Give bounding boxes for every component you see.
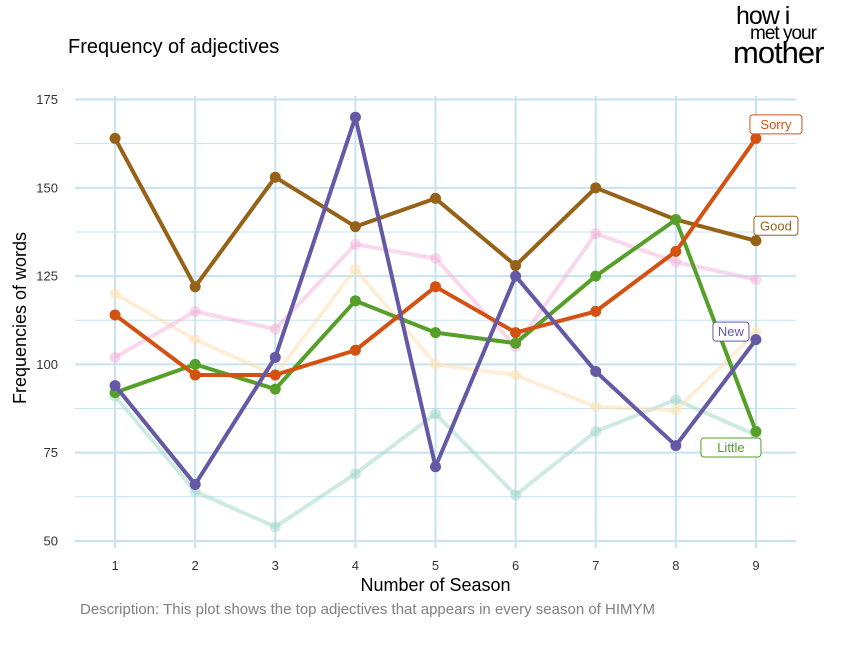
- x-tick-label: 8: [672, 558, 679, 573]
- data-point: [189, 478, 201, 490]
- data-point: [430, 461, 441, 473]
- data-point: [349, 238, 361, 250]
- series-good: [109, 132, 762, 293]
- data-point: [750, 132, 762, 144]
- data-point: [430, 408, 441, 420]
- series-label-good: Good: [753, 215, 799, 236]
- data-point: [590, 425, 602, 437]
- data-point: [430, 358, 441, 370]
- data-point: [670, 214, 682, 226]
- data-point: [430, 252, 441, 264]
- data-point: [430, 281, 441, 293]
- data-point: [269, 323, 281, 335]
- logo-line-3: mother: [733, 35, 824, 70]
- data-point: [269, 521, 281, 533]
- data-point: [670, 245, 682, 257]
- data-point: [189, 334, 201, 346]
- x-tick-label: 7: [592, 558, 599, 573]
- chart-title: Frequency of adjectives: [68, 36, 280, 58]
- data-point: [590, 401, 602, 413]
- y-tick-label: 50: [44, 533, 58, 548]
- y-tick-label: 100: [36, 357, 58, 372]
- data-point: [590, 228, 602, 240]
- logo-line-1: how i: [736, 2, 790, 30]
- logo-line-2: met your: [750, 23, 817, 44]
- data-point: [189, 358, 201, 370]
- data-point: [670, 256, 682, 268]
- data-point: [109, 288, 121, 300]
- data-point: [349, 295, 361, 307]
- data-point: [349, 344, 361, 356]
- data-point: [430, 192, 441, 204]
- data-point: [269, 383, 281, 395]
- x-tick-label: 5: [432, 558, 439, 573]
- x-tick-label: 9: [752, 558, 759, 573]
- data-point: [590, 270, 602, 282]
- data-point: [349, 111, 361, 123]
- label-text: New: [718, 324, 745, 339]
- data-point: [510, 327, 522, 339]
- x-tick-label: 1: [111, 558, 118, 573]
- label-box: [700, 437, 762, 458]
- series-label-little: Little: [700, 437, 762, 458]
- data-point: [189, 369, 201, 381]
- data-point: [189, 305, 201, 317]
- label-box: [749, 114, 803, 135]
- x-tick-label: 2: [192, 558, 199, 573]
- data-point: [750, 334, 762, 346]
- series-label-sorry: Sorry: [749, 114, 803, 135]
- data-point: [109, 380, 121, 392]
- chart-caption: Description: This plot shows the top adj…: [80, 601, 656, 618]
- x-tick-label: 6: [512, 558, 519, 573]
- data-point: [510, 270, 522, 282]
- series-label-new: New: [712, 321, 750, 342]
- data-point: [750, 425, 762, 437]
- data-point: [269, 171, 281, 183]
- data-point: [670, 404, 682, 416]
- y-axis-title: Frequencies of words: [10, 232, 30, 404]
- data-point: [670, 394, 682, 406]
- y-tick-label: 150: [36, 180, 58, 195]
- x-axis-title: Number of Season: [360, 575, 510, 595]
- data-point: [109, 132, 121, 144]
- data-point: [109, 351, 121, 363]
- data-point: [670, 440, 682, 452]
- data-point: [510, 337, 522, 349]
- y-tick-label: 125: [36, 269, 58, 284]
- data-point: [349, 221, 361, 233]
- series-sorry: [109, 132, 762, 381]
- data-point: [349, 468, 361, 480]
- label-box: [712, 321, 750, 342]
- data-point: [349, 263, 361, 275]
- data-point: [590, 182, 602, 194]
- data-point: [189, 281, 201, 293]
- show-logo: how i met your mother: [728, 0, 838, 70]
- x-tick-label: 4: [352, 558, 359, 573]
- label-text: Sorry: [760, 117, 792, 132]
- data-point: [269, 369, 281, 381]
- data-point: [510, 489, 522, 501]
- y-tick-label: 175: [36, 92, 58, 107]
- y-tick-label: 75: [44, 445, 58, 460]
- data-point: [750, 235, 762, 247]
- label-text: Good: [760, 218, 792, 233]
- label-box: [753, 215, 799, 236]
- data-point: [590, 365, 602, 377]
- data-point: [510, 369, 522, 381]
- label-text: Little: [717, 440, 744, 455]
- data-point: [590, 305, 602, 317]
- data-point: [510, 260, 522, 271]
- x-tick-label: 3: [272, 558, 279, 573]
- series-background: [109, 228, 762, 363]
- data-point: [750, 274, 762, 286]
- data-point: [109, 309, 121, 321]
- data-point: [269, 351, 281, 363]
- data-point: [430, 327, 441, 339]
- series-new: [109, 111, 762, 490]
